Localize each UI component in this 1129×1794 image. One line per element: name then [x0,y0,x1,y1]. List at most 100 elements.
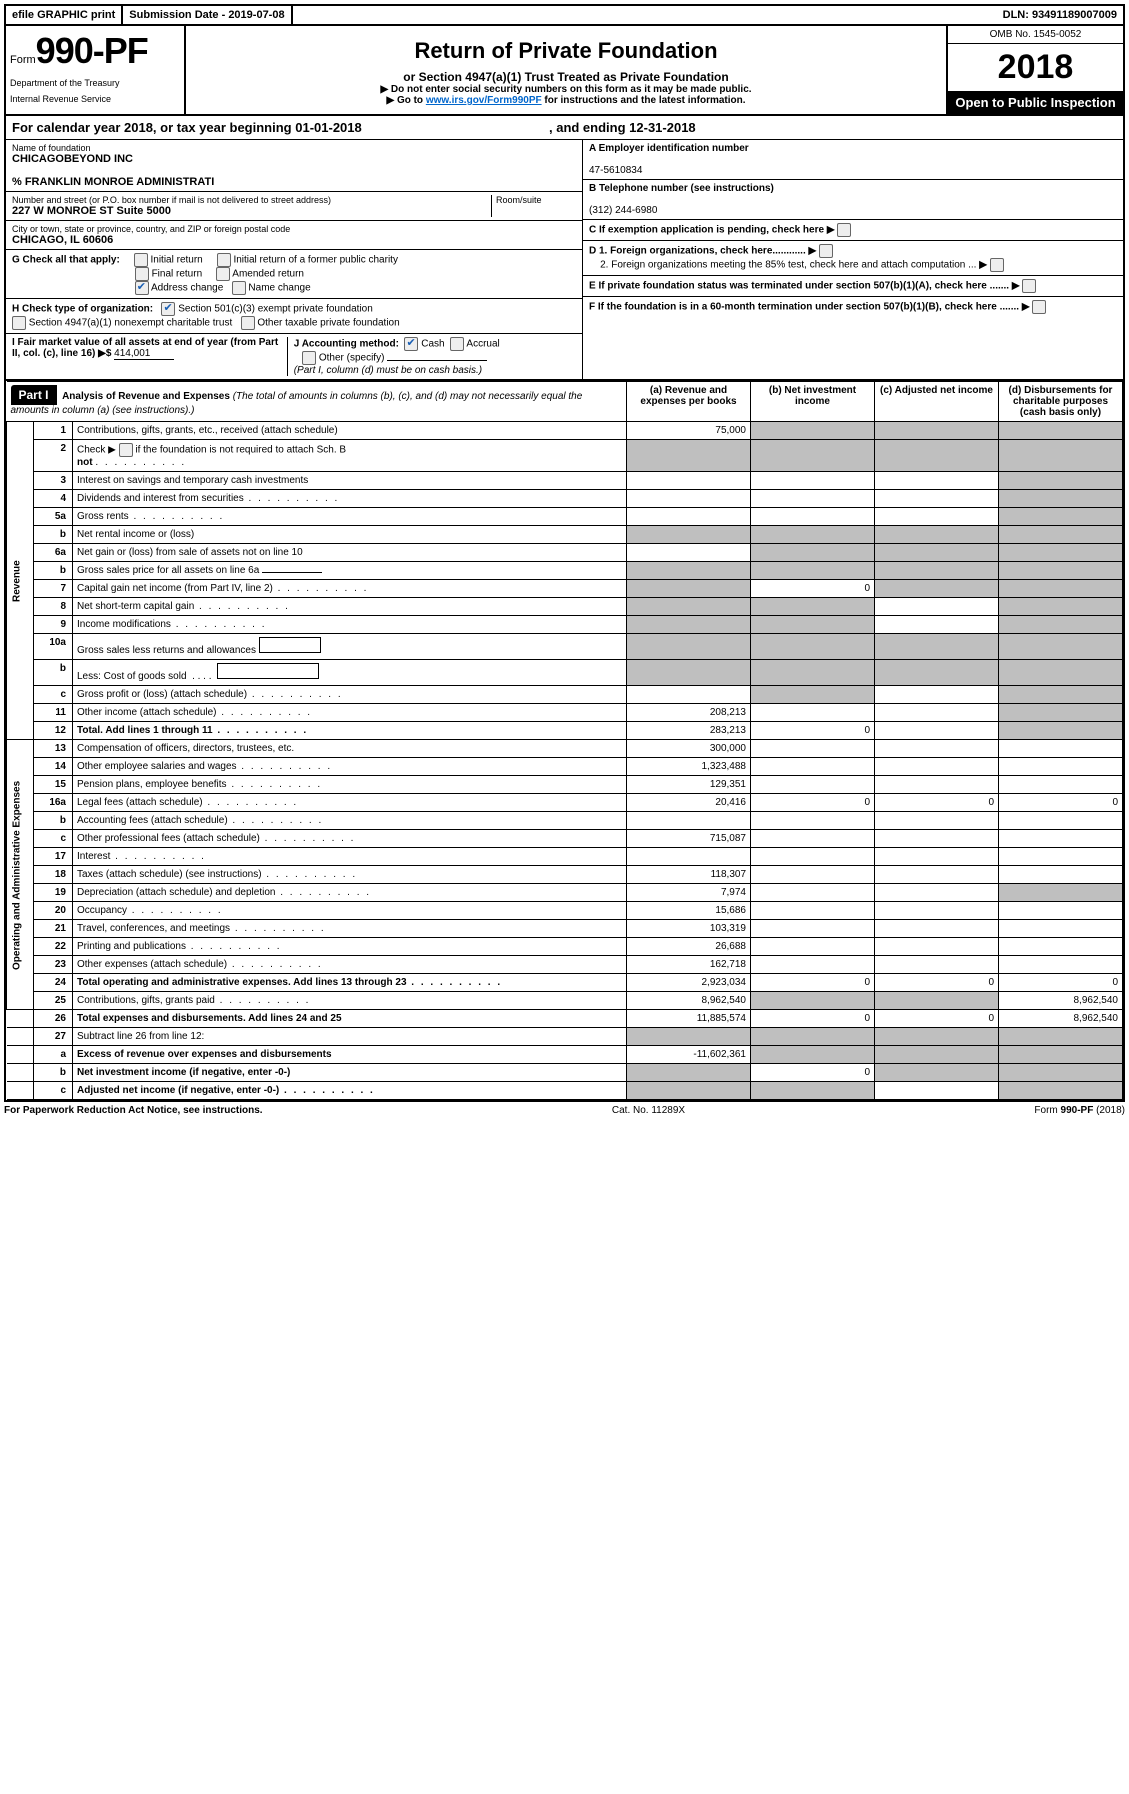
info-left-column: Name of foundation CHICAGOBEYOND INC % F… [6,140,583,379]
section-e: E If private foundation status was termi… [583,276,1123,297]
section-g: G Check all that apply: Initial return I… [6,250,582,299]
phone-cell: B Telephone number (see instructions) (3… [583,180,1123,220]
open-public-label: Open to Public Inspection [948,91,1123,114]
section-ij: I Fair market value of all assets at end… [6,334,582,379]
paperwork-notice: For Paperwork Reduction Act Notice, see … [4,1105,263,1116]
accrual-checkbox[interactable] [450,337,464,351]
60-month-checkbox[interactable] [1032,300,1046,314]
row-24-a: 2,923,034 [627,974,751,992]
row-27a-a: -11,602,361 [627,1046,751,1064]
row-27b-b: 0 [751,1064,875,1082]
goto-line: ▶ Go to www.irs.gov/Form990PF for instru… [196,95,936,106]
submission-date: Submission Date - 2019-07-08 [123,6,292,24]
page-footer: For Paperwork Reduction Act Notice, see … [4,1102,1125,1119]
row-1-a: 75,000 [627,422,751,440]
row-19-a: 7,974 [627,884,751,902]
row-13-a: 300,000 [627,740,751,758]
info-right-column: A Employer identification number 47-5610… [583,140,1123,379]
part1-header: Part I [11,385,57,405]
other-taxable-checkbox[interactable] [241,316,255,330]
row-11-a: 208,213 [627,704,751,722]
row-23-a: 162,718 [627,956,751,974]
foundation-name: CHICAGOBEYOND INC [12,153,576,165]
col-b-header: (b) Net investment income [751,382,875,422]
fmv-value: 414,001 [114,348,174,360]
row-1-desc: Contributions, gifts, grants, etc., rece… [73,422,627,440]
catalog-number: Cat. No. 11289X [612,1105,685,1116]
ein-cell: A Employer identification number 47-5610… [583,140,1123,180]
exemption-pending-checkbox[interactable] [837,223,851,237]
initial-former-checkbox[interactable] [217,253,231,267]
address-change-checkbox[interactable] [135,281,149,295]
col-c-header: (c) Adjusted net income [875,382,999,422]
section-j: J Accounting method: Cash Accrual Other … [288,337,576,376]
header-center: Return of Private Foundation or Section … [186,26,946,114]
part1-table: Part I Analysis of Revenue and Expenses … [6,381,1123,1100]
care-of: % FRANKLIN MONROE ADMINISTRATI [12,176,576,188]
header-left: Form990-PF Department of the Treasury In… [6,26,186,114]
sch-b-checkbox[interactable] [119,443,133,457]
street-address: 227 W MONROE ST Suite 5000 [12,205,491,217]
form-subtitle: or Section 4947(a)(1) Trust Treated as P… [196,70,936,84]
header-right: OMB No. 1545-0052 2018 Open to Public In… [946,26,1123,114]
row-25-d: 8,962,540 [999,992,1123,1010]
row-16c-a: 715,087 [627,830,751,848]
row-20-a: 15,686 [627,902,751,920]
tax-year: 2018 [948,44,1123,91]
final-return-checkbox[interactable] [135,267,149,281]
name-change-checkbox[interactable] [232,281,246,295]
dln-label: DLN: 93491189007009 [997,6,1123,24]
row-22-a: 26,688 [627,938,751,956]
row-15-a: 129,351 [627,776,751,794]
section-c: C If exemption application is pending, c… [583,220,1123,241]
goto-post: for instructions and the latest informat… [542,95,746,106]
name-cell: Name of foundation CHICAGOBEYOND INC % F… [6,140,582,192]
calendar-year-row: For calendar year 2018, or tax year begi… [6,116,1123,140]
irs-label: Internal Revenue Service [10,94,180,104]
top-bar: efile GRAPHIC print Submission Date - 20… [6,6,1123,26]
expenses-label: Operating and Administrative Expenses [7,740,34,1010]
section-f: F If the foundation is in a 60-month ter… [583,297,1123,317]
status-terminated-checkbox[interactable] [1022,279,1036,293]
form-title: Return of Private Foundation [196,38,936,64]
irs-link[interactable]: www.irs.gov/Form990PF [426,95,542,106]
form-container: efile GRAPHIC print Submission Date - 20… [4,4,1125,1102]
row-18-a: 118,307 [627,866,751,884]
city-state-zip: CHICAGO, IL 60606 [12,234,576,246]
form-number: 990-PF [36,30,148,71]
ssn-warning: ▶ Do not enter social security numbers o… [196,84,936,95]
info-grid: Name of foundation CHICAGOBEYOND INC % F… [6,140,1123,381]
row-12-b: 0 [751,722,875,740]
501c3-checkbox[interactable] [161,302,175,316]
address-cell: Number and street (or P.O. box number if… [6,192,582,221]
row-26-a: 11,885,574 [627,1010,751,1028]
ein-value: 47-5610834 [589,165,642,176]
row-25-a: 8,962,540 [627,992,751,1010]
efile-label: efile GRAPHIC print [6,6,123,24]
col-d-header: (d) Disbursements for charitable purpose… [999,382,1123,422]
other-method-checkbox[interactable] [302,351,316,365]
form-footer-label: Form 990-PF (2018) [1034,1105,1125,1116]
initial-return-checkbox[interactable] [134,253,148,267]
4947-checkbox[interactable] [12,316,26,330]
section-h: H Check type of organization: Section 50… [6,299,582,334]
dept-label: Department of the Treasury [10,78,180,88]
cash-checkbox[interactable] [404,337,418,351]
city-cell: City or town, state or province, country… [6,221,582,250]
row-12-a: 283,213 [627,722,751,740]
row-21-a: 103,319 [627,920,751,938]
form-prefix: Form [10,54,36,66]
row-2-desc: Check ▶ if the foundation is not require… [73,440,627,472]
part1-title: Analysis of Revenue and Expenses [62,391,230,402]
section-d: D 1. Foreign organizations, check here..… [583,241,1123,276]
form-header: Form990-PF Department of the Treasury In… [6,26,1123,116]
row-7-b: 0 [751,580,875,598]
goto-pre: ▶ Go to [386,95,425,106]
year-begin: 01-01-2018 [295,120,362,135]
amended-return-checkbox[interactable] [216,267,230,281]
foreign-85-checkbox[interactable] [990,258,1004,272]
foreign-org-checkbox[interactable] [819,244,833,258]
phone-value: (312) 244-6980 [589,205,657,216]
omb-number: OMB No. 1545-0052 [948,26,1123,44]
col-a-header: (a) Revenue and expenses per books [627,382,751,422]
